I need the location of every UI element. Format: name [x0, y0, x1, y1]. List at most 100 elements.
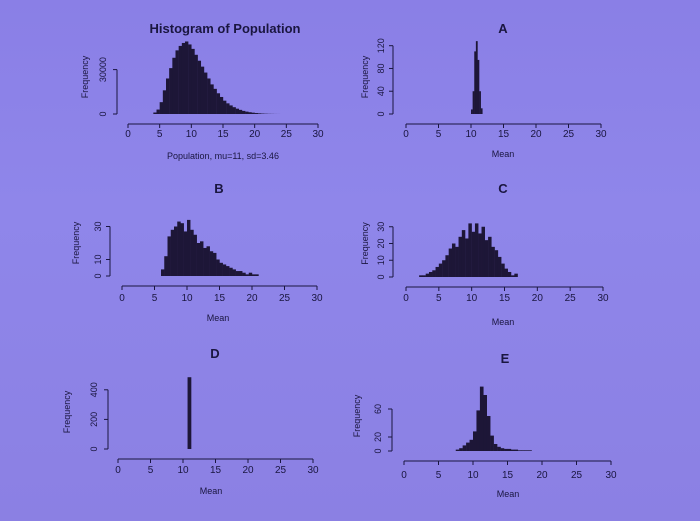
histogram-panel-E: E 0 5 10 15 20 25 30 Mean 0 20 60 Frequency	[352, 351, 617, 499]
y-tick-label: 0	[89, 446, 99, 451]
histogram-bar	[471, 231, 476, 277]
y-tick-label: 120	[376, 38, 386, 53]
histogram-bar	[528, 450, 532, 451]
histogram-bar	[507, 448, 512, 451]
histogram-bar	[213, 88, 217, 114]
histogram-bar	[242, 110, 246, 114]
histogram-bar	[257, 113, 262, 114]
chart-title: C	[498, 181, 508, 196]
histogram-bar	[448, 248, 453, 277]
histogram-bar	[156, 109, 160, 114]
histogram-bar	[188, 44, 192, 114]
histogram-bar	[462, 445, 467, 451]
histogram-bar	[477, 59, 480, 114]
histogram-bar	[468, 223, 472, 277]
chart-title: E	[501, 351, 510, 366]
x-tick-label: 0	[119, 293, 125, 304]
histogram-bar	[235, 271, 240, 276]
histogram-bar	[479, 386, 484, 451]
y-tick-label: 0	[376, 111, 386, 116]
histogram-bar	[465, 238, 469, 277]
histogram-bar	[510, 449, 515, 451]
x-tick-label: 0	[403, 129, 409, 140]
histogram-bar	[511, 275, 515, 277]
chart-title: D	[210, 346, 219, 361]
histogram-bar	[174, 226, 178, 276]
x-tick-label: 10	[465, 129, 477, 140]
histogram-bar	[507, 271, 512, 277]
histogram-bar	[471, 109, 473, 114]
y-tick-label: 10	[93, 254, 103, 264]
histogram-bar	[455, 246, 459, 277]
histogram-bar	[504, 268, 508, 277]
histogram-bar	[161, 269, 165, 276]
histogram-bar	[216, 93, 221, 114]
histogram-bar	[472, 91, 475, 114]
histogram-bar	[185, 41, 189, 115]
chart-title: A	[498, 21, 508, 36]
histogram-bar	[504, 448, 508, 451]
x-axis-label: Mean	[492, 317, 515, 327]
x-tick-label: 10	[466, 293, 478, 304]
y-tick-label: 80	[376, 63, 386, 73]
x-tick-label: 15	[499, 293, 511, 304]
histogram-bar	[422, 275, 426, 277]
histogram-bar	[191, 48, 195, 114]
x-tick-label: 20	[530, 129, 542, 140]
histogram-bar	[483, 395, 487, 451]
histogram-bar	[248, 272, 253, 276]
y-tick-label: 60	[373, 404, 383, 414]
y-tick-label: 0	[373, 448, 383, 453]
x-tick-label: 25	[279, 293, 291, 304]
x-tick-label: 0	[403, 293, 409, 304]
x-axis-label: Population, mu=11, sd=3.46	[167, 151, 279, 161]
histogram-bar	[242, 272, 246, 276]
histogram-bar	[210, 84, 214, 114]
x-tick-label: 0	[401, 470, 407, 481]
histogram-bar	[475, 41, 478, 115]
y-tick-label: 30	[93, 221, 103, 231]
histogram-bar	[196, 243, 201, 276]
histogram-bar	[245, 274, 249, 276]
histogram-bar	[245, 111, 249, 114]
histogram-bar	[209, 251, 214, 276]
histogram-bar	[459, 448, 463, 451]
histogram-bar	[251, 112, 255, 114]
histogram-bar	[480, 108, 483, 114]
histogram-bar	[167, 236, 171, 276]
histogram-bar	[200, 241, 204, 276]
histogram-panel-C: C 0 5 10 15 20 25 30 Mean 0 10 20 30 Frequency	[360, 181, 609, 327]
x-axis-label: Mean	[207, 313, 230, 323]
histogram-bar	[232, 269, 236, 276]
histogram-bar	[432, 270, 436, 277]
histogram-bar	[175, 50, 179, 114]
x-tick-label: 5	[157, 129, 163, 140]
histogram-bar	[219, 96, 224, 114]
histogram-bar	[197, 60, 202, 114]
y-tick-label: 200	[89, 412, 99, 427]
x-tick-label: 10	[186, 129, 198, 140]
histogram-bar	[162, 90, 167, 114]
x-tick-label: 10	[467, 470, 479, 481]
histogram-bar	[229, 267, 233, 276]
x-axis-label: Mean	[200, 486, 223, 496]
histogram-bar	[213, 252, 217, 276]
y-tick-label: 40	[376, 86, 386, 96]
histogram-bar	[497, 256, 502, 277]
x-tick-label: 5	[436, 129, 442, 140]
histogram-panel-D: D 0 5 10 15 20 25 30 Mean 0 200 400 Frequency	[62, 346, 319, 496]
x-tick-label: 15	[217, 129, 229, 140]
histogram-bar	[187, 377, 192, 449]
histogram-bar	[180, 223, 184, 276]
y-tick-label: 30	[376, 222, 386, 232]
histogram-bar	[169, 68, 173, 114]
histogram-bar	[517, 450, 522, 451]
histogram-bar	[469, 439, 474, 451]
histogram-bar	[181, 42, 186, 114]
histogram-bar	[216, 259, 220, 276]
histogram-panel-population: Histogram of Population 0 5 10 15 20 25 30 Popul…	[80, 21, 324, 161]
x-tick-label: 30	[595, 129, 607, 140]
histogram-bar	[474, 51, 477, 114]
x-tick-label: 25	[281, 129, 293, 140]
